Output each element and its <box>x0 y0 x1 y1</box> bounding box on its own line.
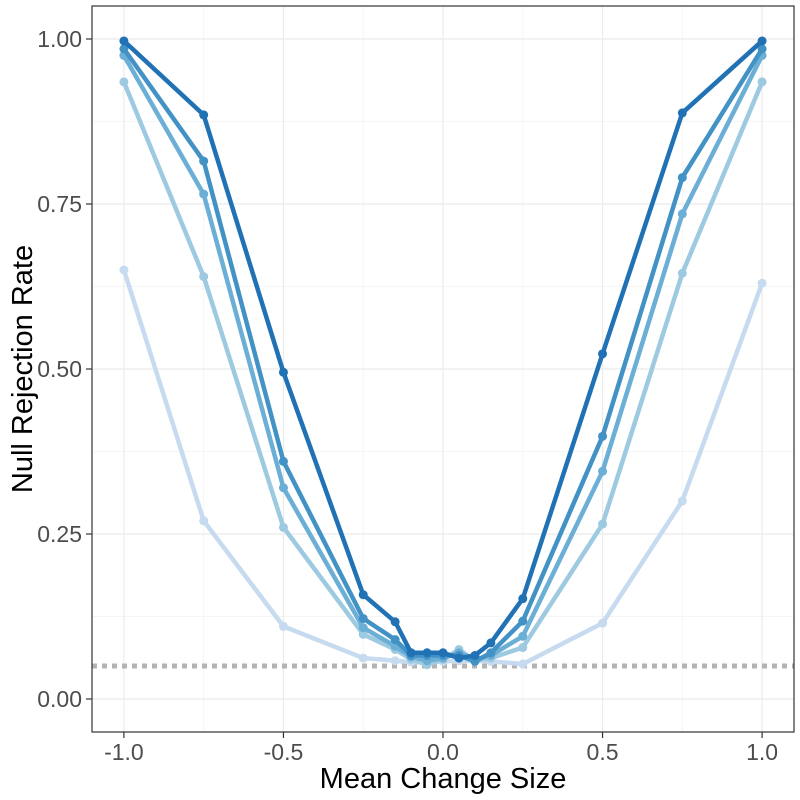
x-tick-label: -0.5 <box>264 739 304 765</box>
y-axis-title: Null Rejection Rate <box>7 245 39 493</box>
data-point <box>278 456 288 466</box>
data-point <box>278 522 288 532</box>
x-tick-label: 1.0 <box>746 739 778 765</box>
data-point <box>677 268 687 278</box>
data-point <box>677 209 687 219</box>
y-tick-label: 0.00 <box>37 686 82 712</box>
data-point <box>390 635 400 645</box>
data-point <box>757 44 767 54</box>
data-point <box>486 638 496 648</box>
data-point <box>390 656 400 666</box>
data-point <box>422 648 432 658</box>
data-point <box>518 659 528 669</box>
x-axis-ticks: -1.0 -0.5 0.0 0.5 1.0 <box>104 732 778 765</box>
data-point <box>278 367 288 377</box>
data-point <box>358 623 368 633</box>
x-axis-title: Mean Change Size <box>320 763 567 795</box>
data-point <box>518 643 528 653</box>
y-axis-ticks: 0.00 0.25 0.50 0.75 1.00 <box>37 26 92 712</box>
x-tick-label: -1.0 <box>104 739 144 765</box>
data-point <box>518 631 528 641</box>
data-point <box>199 156 209 166</box>
data-point <box>119 44 129 54</box>
data-point <box>278 483 288 493</box>
data-point <box>119 265 129 275</box>
data-point <box>598 519 608 529</box>
data-point <box>470 650 480 660</box>
data-point <box>406 648 416 658</box>
data-point <box>390 617 400 627</box>
data-point <box>757 77 767 87</box>
data-point <box>358 653 368 663</box>
x-tick-label: 0.0 <box>427 739 459 765</box>
data-point <box>757 278 767 288</box>
data-point <box>598 431 608 441</box>
data-point <box>598 618 608 628</box>
data-point <box>358 629 368 639</box>
y-tick-label: 0.25 <box>37 521 82 547</box>
data-point <box>438 648 448 658</box>
data-point <box>278 621 288 631</box>
y-tick-label: 1.00 <box>37 26 82 52</box>
data-point <box>454 653 464 663</box>
data-point <box>677 173 687 183</box>
data-point <box>199 516 209 526</box>
data-point <box>358 590 368 600</box>
data-point <box>119 77 129 87</box>
series-5 <box>119 36 767 663</box>
data-point <box>199 110 209 120</box>
data-point <box>486 648 496 658</box>
data-point <box>598 466 608 476</box>
data-point <box>518 594 528 604</box>
y-tick-label: 0.50 <box>37 356 82 382</box>
data-point <box>518 616 528 626</box>
data-point <box>677 108 687 118</box>
data-point <box>119 36 129 46</box>
data-point <box>199 272 209 282</box>
series-layer <box>119 36 767 670</box>
data-point <box>358 613 368 623</box>
data-point <box>598 349 608 359</box>
data-point <box>757 36 767 46</box>
y-tick-label: 0.75 <box>37 191 82 217</box>
major-gridlines <box>92 6 794 732</box>
data-point <box>199 189 209 199</box>
data-point <box>677 496 687 506</box>
x-tick-label: 0.5 <box>587 739 619 765</box>
